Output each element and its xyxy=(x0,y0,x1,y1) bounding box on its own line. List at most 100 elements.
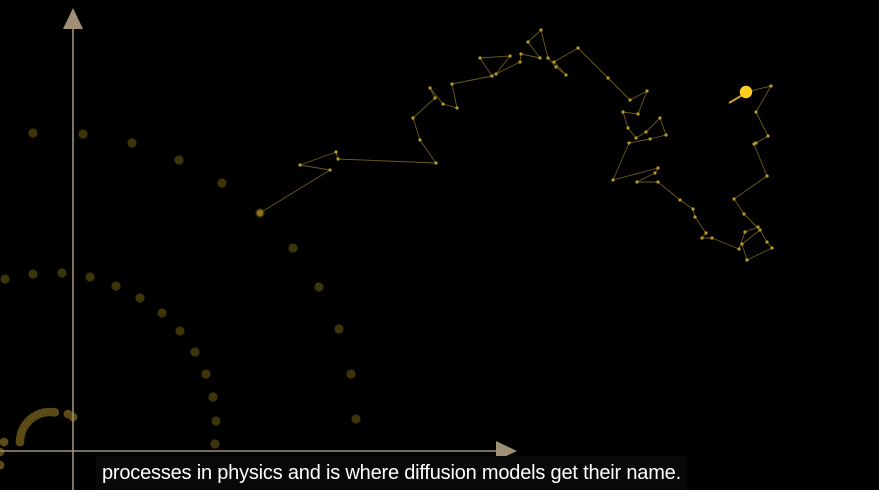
faded-point xyxy=(0,274,10,284)
faded-point xyxy=(211,416,221,426)
faded-point xyxy=(135,293,145,303)
walk-point xyxy=(450,82,454,86)
walk-point xyxy=(758,228,762,232)
walk-point xyxy=(538,56,542,60)
walk-point xyxy=(710,236,714,240)
walk-point xyxy=(658,116,662,120)
current-particle xyxy=(728,85,753,104)
walk-point xyxy=(334,150,338,154)
faded-point xyxy=(57,268,67,278)
walk-point xyxy=(691,207,695,211)
faded-point xyxy=(78,129,88,139)
walk-point xyxy=(518,60,522,64)
walk-point xyxy=(678,198,682,202)
walk-point xyxy=(737,247,741,251)
walk-point xyxy=(636,112,640,116)
faded-point xyxy=(314,282,324,292)
faded-point xyxy=(85,272,95,282)
walk-point xyxy=(478,56,482,60)
walk-point xyxy=(635,180,639,184)
walk-point xyxy=(740,242,744,246)
walk-point xyxy=(564,73,568,77)
walk-point xyxy=(766,134,770,138)
walk-point xyxy=(434,161,438,165)
walk-point xyxy=(627,141,631,145)
subtitle-caption: processes in physics and is where diffus… xyxy=(96,456,687,490)
walk-point xyxy=(769,84,773,88)
walk-point xyxy=(418,138,422,142)
walk-point xyxy=(656,180,660,184)
faded-point xyxy=(210,439,220,449)
particle-dot xyxy=(739,85,753,99)
walk-point xyxy=(743,230,747,234)
walk-point xyxy=(552,60,556,64)
walk-point xyxy=(645,89,649,93)
walk-point xyxy=(433,96,437,100)
walk-point xyxy=(621,110,625,114)
walk-point xyxy=(546,56,550,60)
walk-point xyxy=(628,98,632,102)
walk-point xyxy=(656,166,660,170)
walk-point xyxy=(745,258,749,262)
faded-point xyxy=(346,369,356,379)
random-walk-trajectory xyxy=(256,28,774,262)
walk-point xyxy=(626,126,630,130)
walk-point xyxy=(554,65,558,69)
walk-point xyxy=(765,174,769,178)
walk-point xyxy=(765,240,769,244)
walk-point xyxy=(634,136,638,140)
walk-point xyxy=(754,110,758,114)
walk-point xyxy=(664,133,668,137)
walk-point xyxy=(494,72,498,76)
walk-point xyxy=(328,168,332,172)
walk-point xyxy=(732,197,736,201)
walk-start-point xyxy=(256,209,264,217)
ring-point xyxy=(50,408,60,417)
walk-point xyxy=(653,171,657,175)
faded-point xyxy=(28,128,38,138)
y-axis-arrowhead xyxy=(63,8,83,29)
axes xyxy=(0,8,517,490)
faded-point xyxy=(157,308,167,318)
faded-point xyxy=(111,281,121,291)
walk-point xyxy=(519,52,523,56)
faded-point xyxy=(334,324,344,334)
walk-point xyxy=(611,178,615,182)
walk-point xyxy=(298,163,302,167)
faded-point xyxy=(201,369,211,379)
ring-point xyxy=(0,437,9,447)
faded-point xyxy=(351,414,361,424)
faded-point xyxy=(175,326,185,336)
walk-points xyxy=(258,28,774,262)
faded-point xyxy=(217,178,227,188)
walk-point xyxy=(754,141,758,145)
walk-point xyxy=(648,137,652,141)
faded-point xyxy=(288,243,298,253)
walk-point xyxy=(455,106,459,110)
faded-points-layer xyxy=(0,128,361,449)
walk-point xyxy=(441,102,445,106)
walk-point xyxy=(700,236,704,240)
walk-point xyxy=(411,116,415,120)
walk-point xyxy=(693,215,697,219)
ring-points-layer xyxy=(0,407,78,470)
walk-point xyxy=(770,246,774,250)
ring-point xyxy=(0,447,5,457)
faded-point xyxy=(174,155,184,165)
faded-point xyxy=(28,269,38,279)
faded-point xyxy=(190,347,200,357)
walk-point xyxy=(704,231,708,235)
walk-point xyxy=(526,40,530,44)
walk-point xyxy=(428,86,432,90)
walk-point xyxy=(606,76,610,80)
walk-point xyxy=(336,157,340,161)
ring-point xyxy=(0,460,5,470)
walk-point xyxy=(644,130,648,134)
walk-point xyxy=(490,74,494,78)
walk-point xyxy=(508,54,512,58)
faded-point xyxy=(208,392,218,402)
walk-point xyxy=(756,225,760,229)
walk-point xyxy=(576,46,580,50)
faded-point xyxy=(127,138,137,148)
